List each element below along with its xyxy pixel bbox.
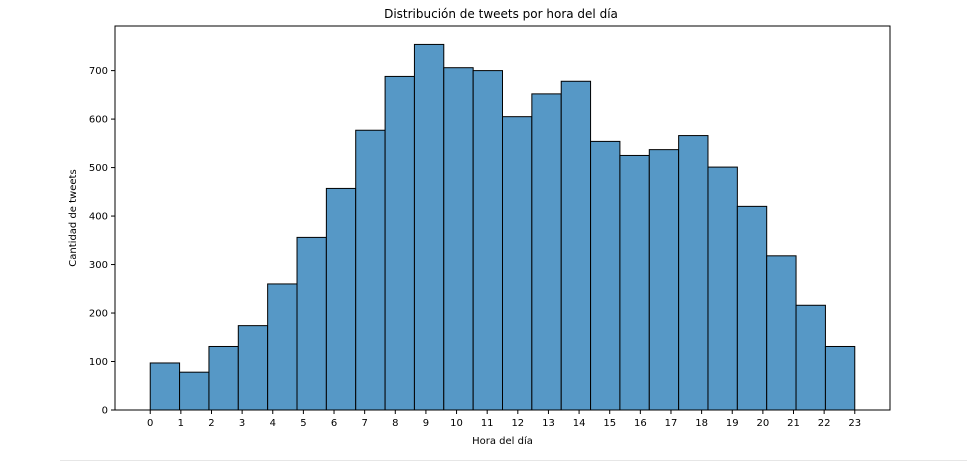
x-tick-label: 18 — [695, 418, 708, 429]
histogram-bar-12 — [502, 116, 533, 411]
x-tick-label: 14 — [573, 418, 586, 429]
x-axis-label: Hora del día — [472, 435, 533, 447]
y-tick-label: 100 — [89, 357, 108, 368]
y-tick-label: 500 — [89, 163, 108, 174]
histogram-bar-21 — [766, 255, 797, 411]
y-tick-label: 700 — [89, 66, 108, 77]
histogram-bar-13 — [531, 93, 562, 411]
histogram-bar-20 — [736, 205, 768, 411]
x-tick-label: 4 — [270, 418, 276, 429]
x-tick-label: 0 — [147, 418, 153, 429]
histogram-bar-10 — [443, 67, 474, 411]
histogram-bar-19 — [707, 166, 738, 411]
x-tick-label: 15 — [603, 418, 616, 429]
histogram-bar-7 — [355, 129, 386, 411]
histogram-bar-17 — [648, 149, 680, 411]
y-tick-label: 400 — [89, 212, 108, 223]
x-tick-label: 12 — [511, 418, 524, 429]
x-tick-label: 9 — [423, 418, 429, 429]
y-tick-label: 0 — [102, 406, 108, 417]
histogram-bar-0 — [149, 362, 181, 411]
histogram-bar-16 — [619, 154, 650, 411]
histogram-bar-2 — [208, 345, 239, 411]
chart-title: Distribución de tweets por hora del día — [384, 7, 618, 21]
histogram-bar-11 — [472, 70, 503, 411]
x-tick-label: 2 — [208, 418, 214, 429]
histogram-bar-23 — [824, 345, 856, 411]
x-axis: 0 1 2 3 4 5 6 7 8 9 10 11 12 13 14 15 16 17 18 19 20 21 22 23 — [147, 410, 861, 429]
histogram-bar-22 — [795, 304, 826, 411]
x-tick-label: 8 — [392, 418, 398, 429]
x-tick-label: 17 — [665, 418, 678, 429]
x-tick-label: 16 — [634, 418, 647, 429]
y-tick-label: 600 — [89, 115, 108, 126]
histogram-bar-3 — [237, 325, 269, 411]
histogram-bar-9 — [413, 43, 445, 411]
x-tick-label: 6 — [331, 418, 337, 429]
x-tick-label: 7 — [361, 418, 367, 429]
x-tick-label: 21 — [787, 418, 800, 429]
x-tick-label: 10 — [450, 418, 463, 429]
histogram-bar-8 — [384, 75, 415, 411]
x-tick-label: 11 — [481, 418, 494, 429]
plot-frame — [114, 25, 891, 411]
x-tick-label: 23 — [848, 418, 861, 429]
x-tick-label: 3 — [239, 418, 245, 429]
y-tick-label: 300 — [89, 260, 108, 271]
x-tick-label: 20 — [757, 418, 770, 429]
histogram-bar-5 — [296, 236, 327, 411]
histogram-bar-14 — [560, 80, 592, 411]
histogram-bar-1 — [179, 371, 210, 411]
y-axis-label: Cantidad de tweets — [68, 169, 79, 266]
x-tick-label: 13 — [542, 418, 555, 429]
y-axis: 0 100 200 300 400 500 600 700 — [89, 66, 115, 417]
x-tick-label: 22 — [818, 418, 831, 429]
histogram-bar-18 — [678, 135, 709, 411]
x-tick-label: 1 — [178, 418, 184, 429]
x-tick-label: 19 — [726, 418, 739, 429]
y-tick-label: 200 — [89, 309, 108, 320]
bottom-divider — [60, 460, 967, 461]
histogram-bar-6 — [325, 187, 357, 411]
histogram-bar-15 — [590, 140, 621, 411]
bars-group — [149, 43, 856, 411]
x-tick-label: 5 — [300, 418, 306, 429]
histogram-bar-4 — [267, 283, 298, 411]
